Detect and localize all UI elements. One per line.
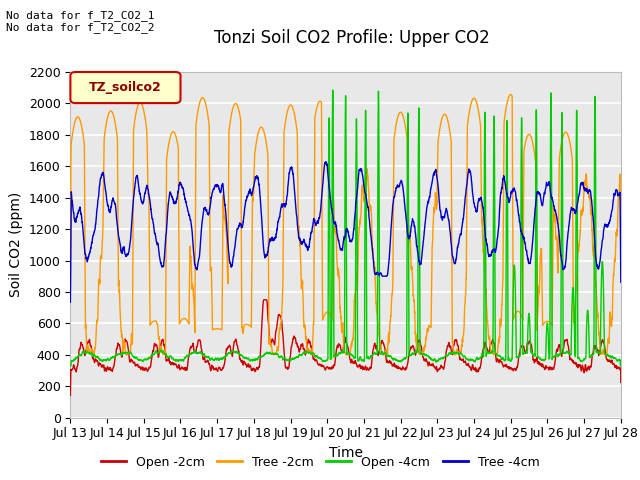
- Text: Tonzi Soil CO2 Profile: Upper CO2: Tonzi Soil CO2 Profile: Upper CO2: [214, 29, 490, 47]
- Legend: Open -2cm, Tree -2cm, Open -4cm, Tree -4cm: Open -2cm, Tree -2cm, Open -4cm, Tree -4…: [95, 451, 545, 474]
- FancyBboxPatch shape: [70, 72, 180, 103]
- X-axis label: Time: Time: [328, 446, 363, 460]
- Text: TZ_soilco2: TZ_soilco2: [89, 81, 162, 94]
- Text: No data for f_T2_CO2_1
No data for f_T2_CO2_2: No data for f_T2_CO2_1 No data for f_T2_…: [6, 10, 155, 33]
- Y-axis label: Soil CO2 (ppm): Soil CO2 (ppm): [9, 192, 23, 298]
